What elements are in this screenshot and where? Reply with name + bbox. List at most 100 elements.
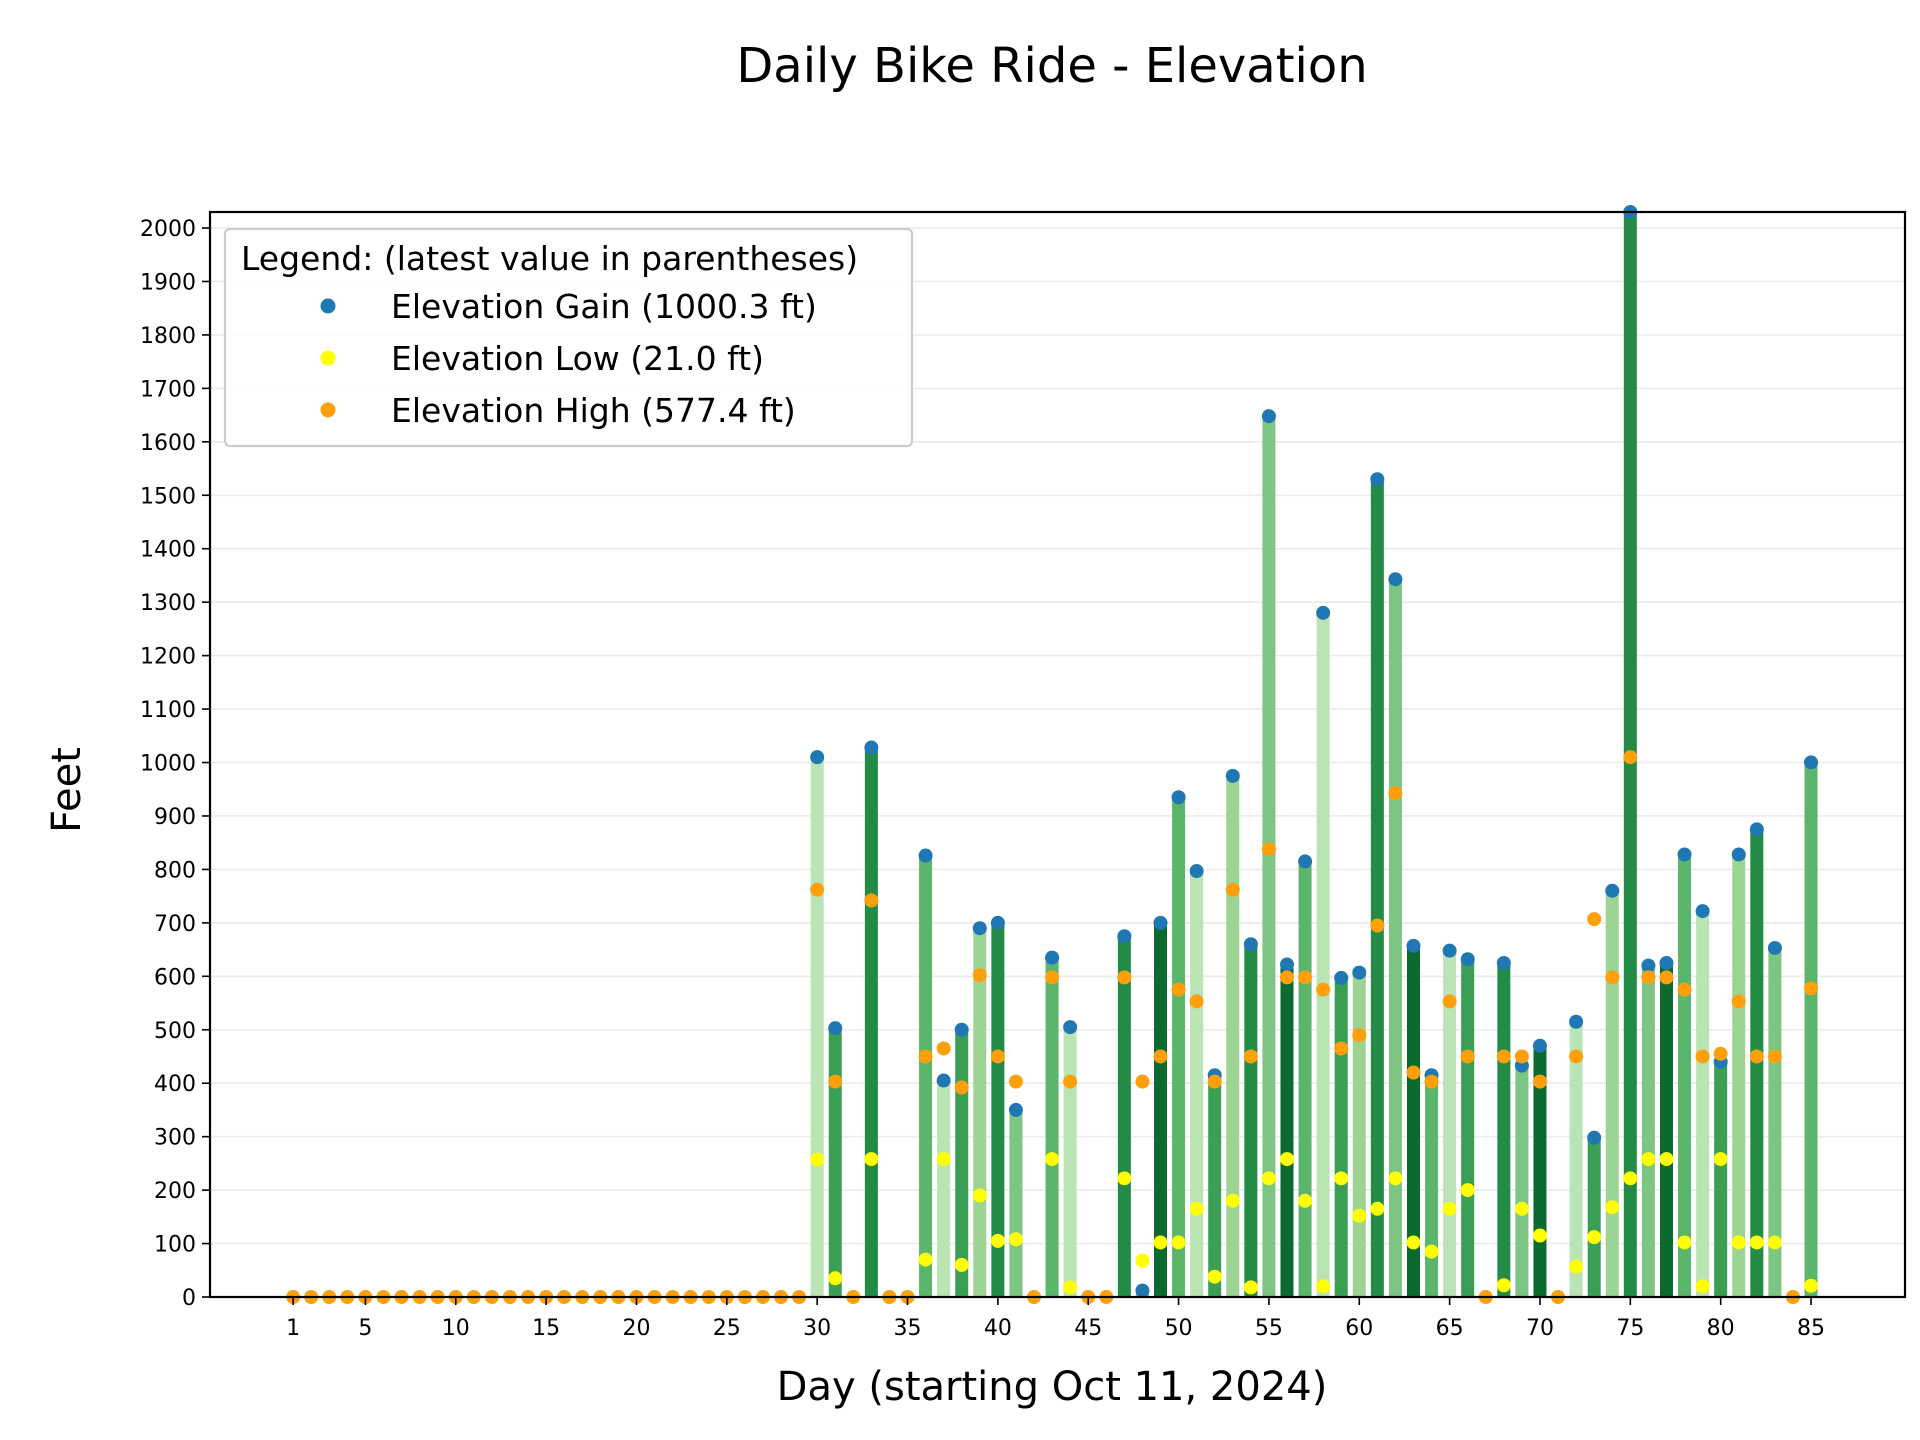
y-axis-label: Feet	[44, 747, 90, 833]
high-point-day-65	[1442, 994, 1457, 1009]
low-point-day-41	[1008, 1232, 1023, 1247]
x-tick-label: 55	[1255, 1316, 1283, 1341]
high-point-day-64	[1424, 1074, 1439, 1089]
gain-point-day-70	[1532, 1038, 1547, 1053]
high-point-day-39	[972, 968, 987, 983]
gain-point-day-76	[1641, 958, 1656, 973]
low-point-day-39	[972, 1188, 987, 1203]
legend-entry-label: Elevation High (577.4 ft)	[391, 391, 796, 430]
bar-day-66	[1461, 959, 1475, 1297]
x-tick-label: 60	[1345, 1316, 1373, 1341]
gain-point-day-58	[1316, 605, 1331, 620]
y-tick-label: 700	[154, 912, 196, 937]
low-point-day-78	[1677, 1235, 1692, 1250]
bar-day-73	[1587, 1137, 1601, 1297]
gain-point-day-66	[1460, 952, 1475, 967]
low-point-day-64	[1424, 1244, 1439, 1259]
high-point-day-69	[1514, 1049, 1529, 1064]
gain-point-day-63	[1406, 938, 1421, 953]
gain-point-day-57	[1298, 854, 1313, 869]
legend-box	[223, 227, 914, 448]
gain-point-day-39	[972, 921, 987, 936]
bar-day-54	[1244, 944, 1258, 1297]
y-tick-label: 1300	[140, 591, 196, 616]
low-point-day-80	[1713, 1152, 1728, 1167]
bar-day-56	[1280, 964, 1294, 1297]
y-tick-label: 800	[154, 858, 196, 883]
y-tick-label: 600	[154, 965, 196, 990]
low-point-day-52	[1207, 1269, 1222, 1284]
gain-point-day-54	[1243, 937, 1258, 952]
bar-day-38	[955, 1029, 969, 1297]
bar-day-43	[1045, 957, 1059, 1297]
low-point-day-60	[1352, 1208, 1367, 1223]
high-point-day-53	[1225, 882, 1240, 897]
gain-point-day-83	[1767, 940, 1782, 955]
plot-frame	[208, 210, 1907, 1299]
y-tick-label: 0	[182, 1286, 196, 1311]
gain-point-day-62	[1388, 572, 1403, 587]
high-point-day-55	[1261, 842, 1276, 857]
high-point-day-60	[1352, 1028, 1367, 1043]
x-tick-label: 50	[1165, 1316, 1193, 1341]
gain-point-day-40	[990, 915, 1005, 930]
high-point-day-62	[1388, 785, 1403, 800]
bar-day-76	[1641, 965, 1655, 1297]
high-point-day-74	[1605, 970, 1620, 985]
y-tick-label: 900	[154, 805, 196, 830]
high-point-day-63	[1406, 1065, 1421, 1080]
gain-point-day-74	[1605, 883, 1620, 898]
gain-point-day-85	[1804, 755, 1819, 770]
gain-point-day-59	[1334, 970, 1349, 985]
y-tick-label: 2000	[140, 217, 196, 242]
low-point-day-70	[1532, 1228, 1547, 1243]
bar-day-63	[1406, 945, 1420, 1297]
low-point-day-51	[1189, 1201, 1204, 1216]
high-point-day-78	[1677, 982, 1692, 997]
x-tick-label: 80	[1707, 1316, 1735, 1341]
gain-point-day-79	[1695, 904, 1710, 919]
high-point-day-79	[1695, 1049, 1710, 1064]
high-point-day-30	[810, 882, 825, 897]
low-point-day-56	[1279, 1152, 1294, 1167]
bar-day-47	[1117, 936, 1131, 1297]
y-tick-label: 1500	[140, 484, 196, 509]
bar-day-39	[973, 928, 987, 1297]
gain-point-day-50	[1171, 790, 1186, 805]
y-tick-label: 1700	[140, 377, 196, 402]
low-point-day-83	[1767, 1235, 1782, 1250]
gain-point-day-60	[1352, 965, 1367, 980]
gain-point-day-36	[918, 848, 933, 863]
gain-point-day-72	[1569, 1014, 1584, 1029]
legend-marker	[320, 350, 336, 366]
high-point-day-43	[1045, 970, 1060, 985]
high-point-day-41	[1008, 1074, 1023, 1089]
high-point-day-61	[1370, 918, 1385, 933]
high-point-day-54	[1243, 1049, 1258, 1064]
y-tick-label: 1400	[140, 538, 196, 563]
y-tick-label: 1600	[140, 431, 196, 456]
high-point-day-83	[1767, 1049, 1782, 1064]
low-point-day-59	[1334, 1171, 1349, 1186]
x-tick-label: 20	[622, 1316, 650, 1341]
low-point-day-55	[1261, 1171, 1276, 1186]
x-tick-label: 25	[713, 1316, 741, 1341]
y-tick-label: 400	[154, 1072, 196, 1097]
bar-day-83	[1768, 947, 1782, 1297]
x-tick-label: 1	[286, 1316, 300, 1341]
y-axis-ticks: 0 100 200 300 400 500 600 700 800 900 1000 1100 1200…	[140, 217, 210, 1311]
low-point-day-66	[1460, 1183, 1475, 1198]
grid-lines	[210, 227, 1905, 1298]
low-point-day-61	[1370, 1201, 1385, 1216]
high-point-day-59	[1334, 1041, 1349, 1056]
high-point-day-36	[918, 1049, 933, 1064]
high-point-day-52	[1207, 1074, 1222, 1089]
legend-title: Legend: (latest value in parentheses)	[241, 239, 858, 278]
low-point-day-65	[1442, 1201, 1457, 1216]
gain-point-day-73	[1587, 1130, 1602, 1145]
high-point-day-49	[1153, 1049, 1168, 1064]
gain-point-day-44	[1063, 1020, 1078, 1035]
bar-day-52	[1208, 1075, 1222, 1297]
low-point-day-31	[828, 1271, 843, 1286]
